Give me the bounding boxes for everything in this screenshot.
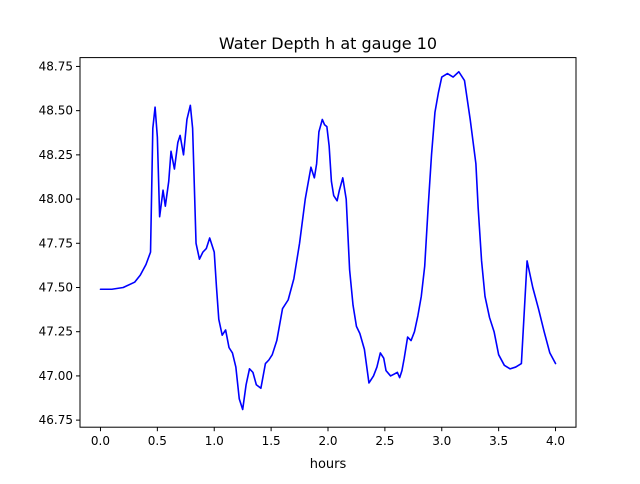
x-axis: 0.0 0.5 1.0 1.5 2.0 2.5 3.0 3.5 4.0 [91,427,565,448]
x-tick-label: 3.0 [432,434,451,448]
series-line-0 [99,70,557,411]
y-tick-label: 46.75 [39,413,73,427]
plot-area [99,70,557,411]
chart-title: Water Depth h at gauge 10 [219,34,437,53]
y-tick-label: 47.75 [39,236,73,250]
x-tick-label: 1.0 [205,434,224,448]
x-tick-label: 1.5 [262,434,281,448]
x-tick-label: 0.0 [91,434,110,448]
y-tick-label: 48.00 [39,192,73,206]
x-tick-label: 2.5 [375,434,394,448]
y-tick-label: 48.50 [39,104,73,118]
x-tick-label: 2.0 [318,434,337,448]
x-tick-label: 3.5 [489,434,508,448]
y-tick-label: 47.25 [39,325,73,339]
y-tick-label: 48.25 [39,148,73,162]
y-axis: 46.75 47.00 47.25 47.50 47.75 48.00 48.25 48.50… [39,59,80,427]
y-tick-label: 47.00 [39,369,73,383]
x-tick-label: 4.0 [546,434,565,448]
y-tick-label: 48.75 [39,59,73,73]
x-tick-label: 0.5 [148,434,167,448]
y-tick-label: 47.50 [39,280,73,294]
x-axis-label: hours [310,457,347,472]
